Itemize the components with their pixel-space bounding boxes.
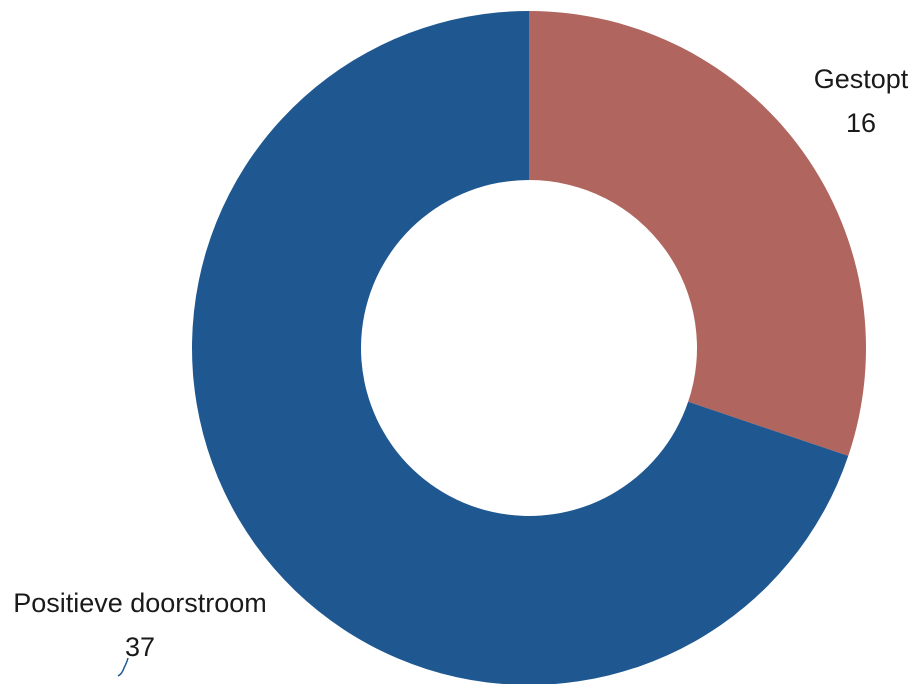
slice-value-positieve-doorstroom: 37 [125, 632, 155, 662]
slice-positieve-doorstroom [192, 11, 849, 684]
leader-lines [117, 657, 129, 677]
slice-label-positieve-doorstroom: Positieve doorstroom [13, 588, 267, 618]
slice-value-gestopt: 16 [846, 108, 876, 138]
leader-line-positieve-doorstroom [117, 657, 129, 677]
slice-labels: Gestopt 16 Positieve doorstroom 37 [13, 64, 909, 662]
slice-label-gestopt: Gestopt [814, 64, 909, 94]
slice-gestopt [529, 11, 866, 456]
donut-slices [192, 11, 866, 684]
